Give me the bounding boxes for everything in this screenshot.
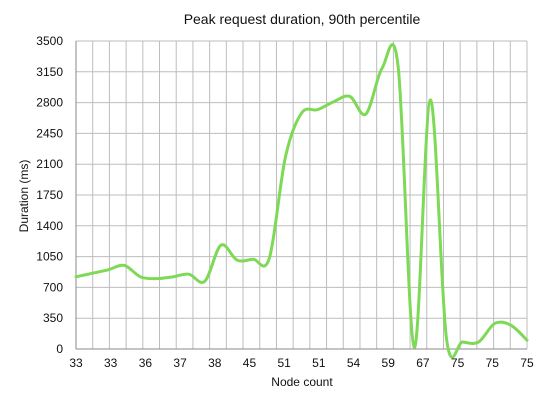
y-tick-label: 1400 (36, 219, 63, 233)
y-tick-label: 0 (56, 342, 63, 356)
y-tick-label: 3150 (36, 65, 63, 79)
x-tick-label: 37 (173, 356, 187, 370)
y-tick-label: 350 (43, 311, 63, 325)
y-tick-label: 1750 (36, 188, 63, 202)
series-group (74, 43, 529, 359)
x-tick-label: 54 (347, 356, 361, 370)
x-tick-label: 75 (520, 356, 534, 370)
x-tick-label: 51 (312, 356, 326, 370)
x-tick-label: 75 (451, 356, 465, 370)
y-tick-label: 700 (43, 280, 63, 294)
x-tick-label: 51 (277, 356, 291, 370)
y-gridlines (76, 40, 527, 350)
x-axis-label: Node count (271, 375, 333, 389)
y-tick-label: 2450 (36, 126, 63, 140)
x-tick-label: 33 (69, 356, 83, 370)
x-tick-label: 36 (139, 356, 153, 370)
x-tick-label: 59 (382, 356, 396, 370)
y-tick-labels: 0 350 700 1050 1400 1750 2100 2450 2800 3150 3500 (36, 34, 63, 356)
series-line (74, 43, 529, 359)
x-tick-label: 33 (104, 356, 118, 370)
y-tick-label: 3500 (36, 34, 63, 48)
chart-title: Peak request duration, 90th percentile (184, 11, 421, 27)
x-tick-label: 75 (486, 356, 500, 370)
y-tick-label: 1050 (36, 250, 63, 264)
x-tick-labels: 33 33 36 37 38 45 51 51 54 59 67 75 75 75 (69, 356, 534, 370)
x-tick-label: 45 (243, 356, 257, 370)
y-tick-label: 2100 (36, 157, 63, 171)
x-tick-label: 38 (208, 356, 222, 370)
x-tick-label: 67 (416, 356, 430, 370)
y-axis-label: Duration (ms) (17, 160, 31, 233)
y-tick-label: 2800 (36, 96, 63, 110)
